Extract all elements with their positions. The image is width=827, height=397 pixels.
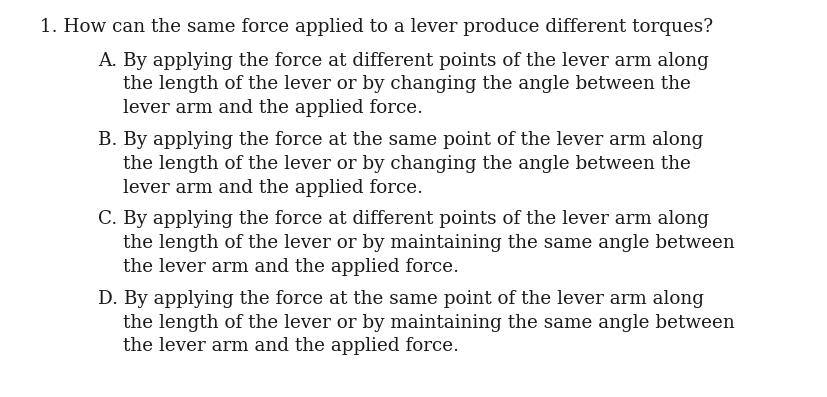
- Text: the lever arm and the applied force.: the lever arm and the applied force.: [122, 337, 458, 355]
- Text: D. By applying the force at the same point of the lever arm along: D. By applying the force at the same poi…: [98, 290, 703, 308]
- Text: the length of the lever or by maintaining the same angle between: the length of the lever or by maintainin…: [122, 234, 734, 252]
- Text: the lever arm and the applied force.: the lever arm and the applied force.: [122, 258, 458, 276]
- Text: the length of the lever or by maintaining the same angle between: the length of the lever or by maintainin…: [122, 314, 734, 331]
- Text: B. By applying the force at the same point of the lever arm along: B. By applying the force at the same poi…: [98, 131, 702, 149]
- Text: 1. How can the same force applied to a lever produce different torques?: 1. How can the same force applied to a l…: [40, 18, 712, 36]
- Text: C. By applying the force at different points of the lever arm along: C. By applying the force at different po…: [98, 210, 708, 228]
- Text: lever arm and the applied force.: lever arm and the applied force.: [122, 179, 422, 197]
- Text: the length of the lever or by changing the angle between the: the length of the lever or by changing t…: [122, 155, 690, 173]
- Text: lever arm and the applied force.: lever arm and the applied force.: [122, 99, 422, 117]
- Text: A. By applying the force at different points of the lever arm along: A. By applying the force at different po…: [98, 52, 708, 69]
- Text: the length of the lever or by changing the angle between the: the length of the lever or by changing t…: [122, 75, 690, 93]
